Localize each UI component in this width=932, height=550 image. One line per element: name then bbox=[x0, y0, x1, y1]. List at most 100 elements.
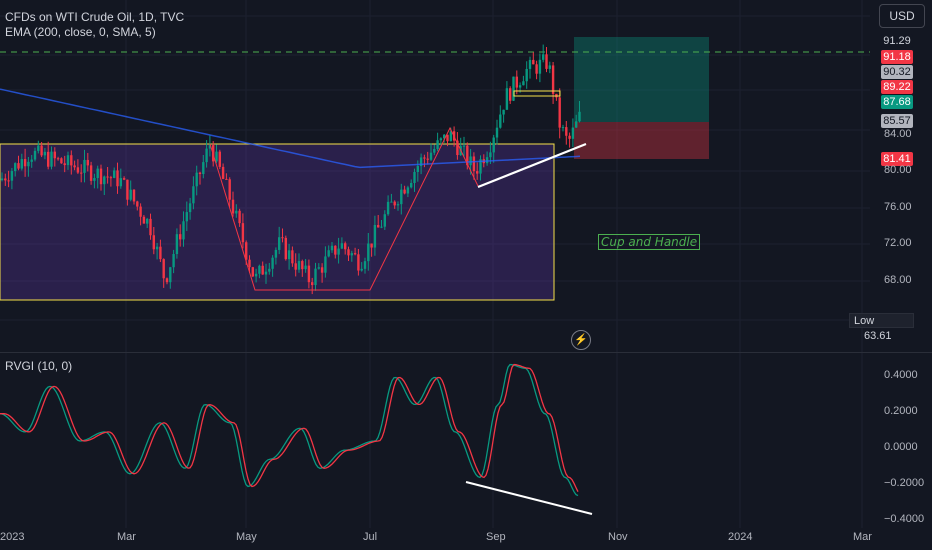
candle-body bbox=[545, 54, 548, 69]
candle-body bbox=[27, 161, 30, 167]
candle-body bbox=[419, 157, 423, 167]
candle-body bbox=[208, 145, 212, 149]
candle-body bbox=[96, 168, 99, 179]
candle-body bbox=[509, 88, 512, 101]
candle-body bbox=[132, 189, 136, 202]
candle-body bbox=[264, 271, 268, 275]
candle-body bbox=[337, 248, 340, 255]
candle-body bbox=[565, 127, 568, 136]
candle-body bbox=[294, 263, 297, 270]
candle-body bbox=[505, 88, 509, 110]
candle-body bbox=[103, 176, 106, 185]
candle-body bbox=[238, 210, 241, 224]
candle-body bbox=[466, 145, 469, 166]
time-tick: May bbox=[236, 531, 257, 543]
rvgi-signal-line bbox=[0, 363, 579, 492]
time-tick: Sep bbox=[486, 531, 506, 543]
candle-body bbox=[70, 155, 73, 166]
candle-body bbox=[215, 151, 218, 162]
pane-divider[interactable] bbox=[0, 352, 932, 353]
candle-body bbox=[363, 261, 367, 269]
candle-body bbox=[485, 157, 489, 164]
candle-body bbox=[561, 127, 565, 129]
candle-body bbox=[284, 237, 287, 260]
oscillator-tick: 0.0000 bbox=[884, 441, 918, 453]
candle-body bbox=[416, 166, 419, 172]
low-price-label: Low 63.61 bbox=[849, 313, 914, 342]
price-label: 87.68 bbox=[881, 95, 913, 109]
candle-body bbox=[314, 268, 317, 286]
candle-body bbox=[548, 65, 551, 69]
price-label: 85.57 bbox=[881, 114, 913, 128]
price-label: 89.22 bbox=[881, 80, 913, 94]
candle-body bbox=[469, 156, 472, 166]
candle-body bbox=[535, 64, 538, 74]
candle-body bbox=[297, 261, 301, 270]
candle-body bbox=[571, 127, 575, 139]
candle-body bbox=[162, 259, 165, 279]
candle-body bbox=[367, 243, 370, 262]
candle-body bbox=[357, 254, 360, 271]
candle-body bbox=[426, 158, 429, 160]
candle-body bbox=[106, 176, 109, 178]
lightning-icon[interactable]: ⚡ bbox=[571, 330, 591, 350]
candle-body bbox=[393, 201, 396, 206]
time-tick: Mar bbox=[117, 531, 136, 543]
candle-body bbox=[76, 167, 80, 173]
candle-body bbox=[37, 145, 40, 151]
candle-body bbox=[80, 172, 83, 174]
candle-body bbox=[324, 256, 327, 273]
candle-body bbox=[30, 159, 33, 162]
candle-body bbox=[413, 171, 416, 184]
candle-body bbox=[532, 59, 535, 65]
candle-body bbox=[7, 180, 10, 182]
candle-body bbox=[476, 171, 479, 174]
price-label: 90.32 bbox=[881, 65, 913, 79]
candle-body bbox=[175, 234, 179, 255]
candle-body bbox=[495, 127, 499, 138]
price-tick: 72.00 bbox=[884, 237, 912, 249]
candle-body bbox=[113, 170, 116, 178]
candle-body bbox=[129, 189, 132, 200]
candle-body bbox=[353, 253, 357, 255]
candle-body bbox=[502, 109, 505, 115]
candle-body bbox=[53, 151, 56, 159]
candle-body bbox=[575, 121, 578, 128]
pattern-line bbox=[209, 126, 479, 291]
price-label: 91.29 bbox=[881, 34, 913, 48]
candle-body bbox=[489, 152, 492, 158]
candle-body bbox=[423, 157, 426, 159]
time-tick: Nov bbox=[608, 531, 628, 543]
candle-body bbox=[568, 135, 571, 139]
price-label: 91.18 bbox=[881, 50, 913, 64]
price-tick: 76.00 bbox=[884, 201, 912, 213]
candle-body bbox=[205, 148, 208, 163]
candle-body bbox=[311, 282, 314, 286]
ema-indicator-legend[interactable]: EMA (200, close, 0, SMA, 5) bbox=[5, 25, 156, 39]
candle-body bbox=[512, 76, 515, 101]
candle-body bbox=[83, 159, 86, 173]
time-tick: 2023 bbox=[0, 531, 25, 543]
candle-body bbox=[172, 254, 175, 268]
candle-body bbox=[446, 134, 449, 142]
candle-body bbox=[221, 166, 225, 179]
candle-body bbox=[43, 151, 47, 156]
cup-and-handle-annotation[interactable]: Cup and Handle bbox=[598, 234, 701, 250]
candle-body bbox=[400, 189, 403, 205]
candle-body bbox=[542, 54, 545, 60]
candle-body bbox=[436, 140, 439, 149]
chart-title[interactable]: CFDs on WTI Crude Oil, 1D, TVC bbox=[5, 10, 185, 24]
candle-body bbox=[472, 156, 476, 172]
time-tick: 2024 bbox=[728, 531, 753, 543]
candle-body bbox=[456, 140, 459, 156]
candle-body bbox=[251, 267, 254, 277]
rvgi-indicator-legend[interactable]: RVGI (10, 0) bbox=[5, 359, 73, 373]
candle-body bbox=[33, 150, 37, 160]
candle-body bbox=[23, 159, 27, 167]
currency-button[interactable]: USD bbox=[879, 4, 925, 28]
candle-body bbox=[66, 155, 70, 166]
candle-body bbox=[254, 273, 258, 277]
candle-body bbox=[0, 178, 4, 181]
